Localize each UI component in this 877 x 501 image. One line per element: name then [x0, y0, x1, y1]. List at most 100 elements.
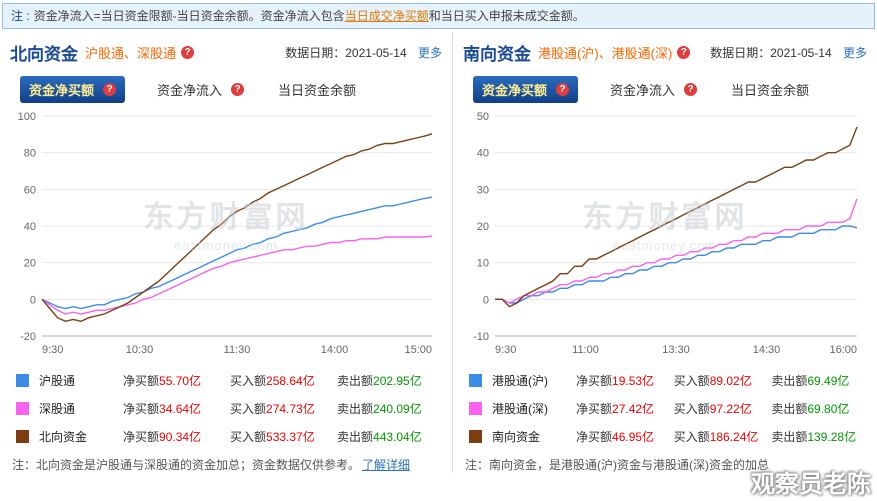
- series-name: 港股通(深): [492, 401, 548, 416]
- tab-label: 当日资金余额: [731, 83, 810, 98]
- svg-text:20: 20: [477, 221, 489, 233]
- sell-label: 卖出额: [771, 429, 808, 444]
- series-swatch: [469, 401, 482, 415]
- net-buy-cell: 净买额19.53亿: [576, 372, 674, 389]
- svg-text:50: 50: [477, 111, 489, 123]
- top-note-bar: 注 : 资金净流入=当日资金限额-当日资金余额。资金净流入包含当日成交净买额和当日…: [2, 3, 875, 29]
- buy-label: 买入额: [673, 429, 710, 444]
- tab-net-inflow[interactable]: 资金净流入 ?: [608, 76, 699, 103]
- legend-row: 港股通(沪) 净买额19.53亿 买入额89.02亿 卖出额69.49亿: [461, 366, 869, 394]
- svg-text:-20: -20: [20, 331, 36, 343]
- foot-note-text: 注：北向资金是沪股通与深股通的资金加总；资金数据仅供参考。: [12, 458, 361, 472]
- foot-note: 注：北向资金是沪股通与深股通的资金加总；资金数据仅供参考。 了解详细: [12, 456, 444, 473]
- series-name: 港股通(沪): [492, 373, 548, 388]
- svg-text:40: 40: [477, 148, 489, 160]
- sell-label: 卖出额: [337, 429, 374, 444]
- svg-text:80: 80: [24, 148, 36, 160]
- foot-note: 注：南向资金，是港股通(沪)资金与港股通(深)资金的加总: [465, 456, 869, 473]
- tab-label: 资金净买额: [482, 83, 548, 98]
- tab-daily-balance[interactable]: 当日资金余额: [729, 76, 811, 103]
- net-buy-label: 净买额: [576, 373, 613, 388]
- net-buy-cell: 净买额90.34亿: [123, 428, 230, 445]
- svg-text:0: 0: [30, 294, 36, 306]
- net-buy-value: 46.95亿: [612, 429, 655, 444]
- svg-text:14:00: 14:00: [321, 344, 349, 356]
- northbound-line-chart: 100 80 60 40 20 0 -20 9:30 10:30 11:30 14:00 15:00: [18, 111, 433, 356]
- legend-row: 沪股通 净买额55.70亿 买入额258.64亿 卖出额202.95亿: [8, 366, 444, 394]
- help-icon[interactable]: ?: [556, 83, 570, 96]
- top-note-text-after: 和当日买入申报未成交金额。: [428, 9, 585, 23]
- tab-bar: 资金净买额 ? 资金净流入 ? 当日资金余额: [473, 76, 869, 103]
- buy-value: 97.22亿: [709, 401, 752, 416]
- help-icon[interactable]: ?: [103, 83, 117, 96]
- buy-value: 274.73亿: [266, 401, 315, 416]
- svg-text:16:00: 16:00: [829, 344, 857, 356]
- southbound-chart: 东方财富网 eastmoney.com 50 40 30 20 10 0 -10 9:30 11…: [461, 108, 869, 360]
- tab-net-buy-amount[interactable]: 资金净买额 ?: [20, 76, 126, 103]
- net-buy-value: 34.64亿: [159, 401, 202, 416]
- sell-cell: 卖出额69.49亿: [771, 372, 869, 389]
- legend: 港股通(沪) 净买额19.53亿 买入额89.02亿 卖出额69.49亿 港股通…: [461, 366, 869, 450]
- svg-text:20: 20: [24, 258, 36, 270]
- foot-link[interactable]: 了解详细: [362, 458, 411, 472]
- tab-label: 当日资金余额: [278, 83, 357, 98]
- buy-cell: 买入额274.73亿: [230, 400, 337, 417]
- legend-row: 深股通 净买额34.64亿 买入额274.73亿 卖出额240.09亿: [8, 394, 444, 422]
- date-value: 2021-05-14: [770, 46, 832, 60]
- help-icon[interactable]: ?: [684, 83, 698, 96]
- svg-text:15:00: 15:00: [404, 344, 432, 356]
- svg-text:-10: -10: [473, 331, 489, 343]
- help-icon[interactable]: ?: [231, 83, 245, 96]
- svg-text:9:30: 9:30: [42, 344, 63, 356]
- net-buy-cell: 净买额27.42亿: [576, 400, 674, 417]
- svg-text:13:30: 13:30: [662, 344, 690, 356]
- svg-text:0: 0: [483, 294, 489, 306]
- buy-label: 买入额: [673, 401, 710, 416]
- sell-value: 69.80亿: [807, 401, 850, 416]
- help-icon[interactable]: ?: [181, 46, 195, 59]
- tab-net-inflow[interactable]: 资金净流入 ?: [155, 76, 246, 103]
- sell-cell: 卖出额443.04亿: [337, 428, 444, 445]
- buy-cell: 买入额97.22亿: [674, 400, 772, 417]
- sell-cell: 卖出额202.95亿: [337, 372, 444, 389]
- net-buy-value: 19.53亿: [612, 373, 655, 388]
- panel-southbound: 南向资金 港股通(沪)、港股通(深) ? 数据日期：2021-05-14 更多 …: [452, 33, 877, 473]
- net-buy-label: 净买额: [123, 401, 160, 416]
- buy-value: 186.24亿: [709, 429, 759, 444]
- more-link[interactable]: 更多: [417, 46, 442, 60]
- tab-daily-balance[interactable]: 当日资金余额: [276, 76, 358, 103]
- net-buy-label: 净买额: [123, 429, 160, 444]
- header-right: 数据日期：2021-05-14 更多: [710, 44, 867, 61]
- net-buy-cell: 净买额46.95亿: [576, 428, 674, 445]
- tab-net-buy-amount[interactable]: 资金净买额 ?: [473, 76, 579, 103]
- net-buy-cell: 净买额34.64亿: [123, 400, 230, 417]
- panel-header: 北向资金 沪股通、深股通 ? 数据日期：2021-05-14 更多: [8, 37, 444, 69]
- panel-subtitle: 港股通(沪)、港股通(深): [538, 46, 673, 61]
- svg-text:40: 40: [24, 221, 36, 233]
- top-note-link[interactable]: 当日成交净买额: [344, 9, 429, 23]
- tab-bar: 资金净买额 ? 资金净流入 ? 当日资金余额: [20, 76, 444, 103]
- net-buy-value: 27.42亿: [612, 401, 655, 416]
- net-buy-label: 净买额: [576, 401, 613, 416]
- more-link[interactable]: 更多: [842, 46, 867, 60]
- legend-row: 南向资金 净买额46.95亿 买入额186.24亿 卖出额139.28亿: [461, 422, 869, 450]
- help-icon[interactable]: ?: [677, 46, 691, 59]
- top-note-text-before: 资金净流入=当日资金限额-当日资金余额。资金净流入包含: [33, 9, 345, 23]
- foot-note-text: 注：南向资金，是港股通(沪)资金与港股通(深)资金的加总: [465, 458, 769, 472]
- date-label: 数据日期：: [710, 46, 771, 60]
- series-name: 深股通: [39, 401, 76, 416]
- sell-label: 卖出额: [337, 373, 374, 388]
- panel-title: 南向资金: [463, 45, 531, 64]
- sell-value: 443.04亿: [373, 429, 422, 444]
- svg-text:100: 100: [18, 111, 36, 123]
- sell-value: 69.49亿: [807, 373, 850, 388]
- sell-value: 240.09亿: [373, 401, 422, 416]
- series-swatch: [469, 429, 482, 443]
- svg-text:10:30: 10:30: [126, 344, 154, 356]
- series-swatch: [16, 373, 29, 387]
- buy-cell: 买入额89.02亿: [674, 372, 772, 389]
- sell-label: 卖出额: [337, 401, 374, 416]
- buy-value: 89.02亿: [709, 373, 752, 388]
- svg-text:11:30: 11:30: [224, 344, 251, 356]
- tab-label: 资金净流入: [157, 83, 223, 98]
